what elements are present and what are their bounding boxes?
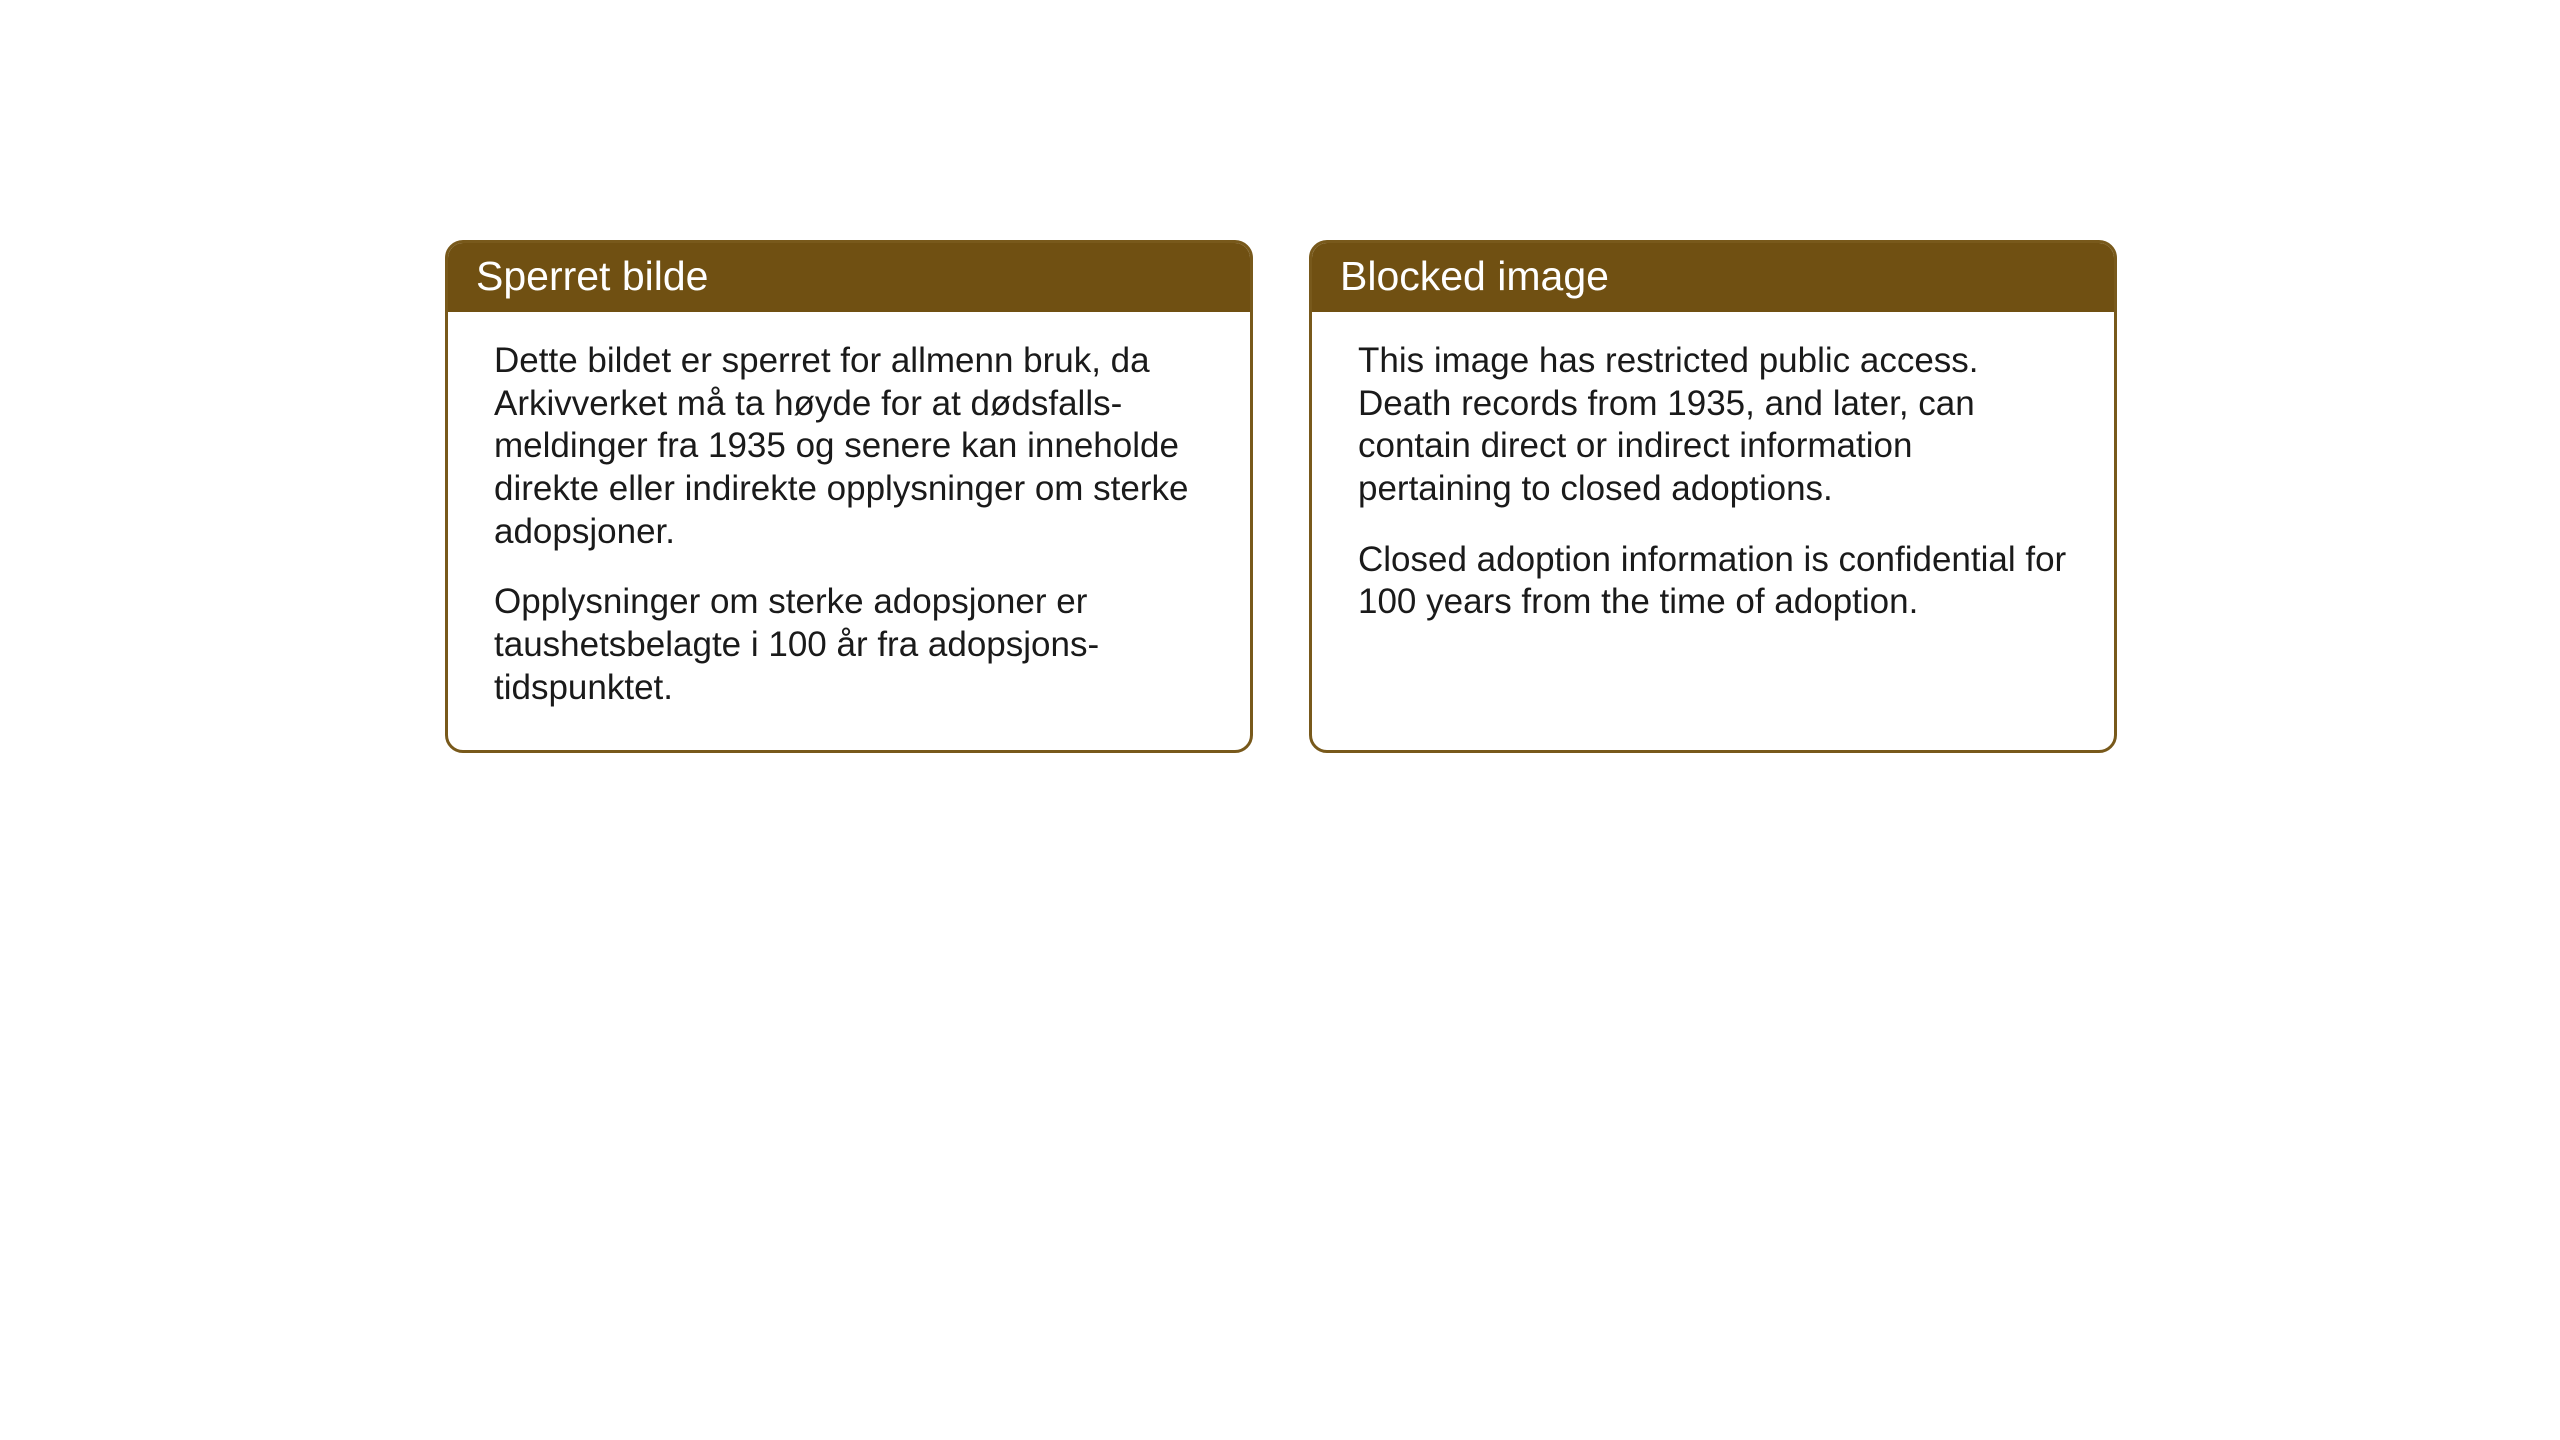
card-paragraph-1: Dette bildet er sperret for allmenn bruk… [494,340,1204,553]
card-paragraph-2: Closed adoption information is confident… [1358,539,2068,624]
card-body-english: This image has restricted public access.… [1312,312,2114,712]
card-title: Blocked image [1340,253,1609,299]
notice-card-norwegian: Sperret bilde Dette bildet er sperret fo… [445,240,1253,753]
card-title: Sperret bilde [476,253,708,299]
notice-card-english: Blocked image This image has restricted … [1309,240,2117,753]
notice-cards-container: Sperret bilde Dette bildet er sperret fo… [445,240,2117,753]
card-paragraph-1: This image has restricted public access.… [1358,340,2068,511]
card-body-norwegian: Dette bildet er sperret for allmenn bruk… [448,312,1250,750]
card-header-norwegian: Sperret bilde [448,243,1250,312]
card-paragraph-2: Opplysninger om sterke adopsjoner er tau… [494,581,1204,709]
card-header-english: Blocked image [1312,243,2114,312]
